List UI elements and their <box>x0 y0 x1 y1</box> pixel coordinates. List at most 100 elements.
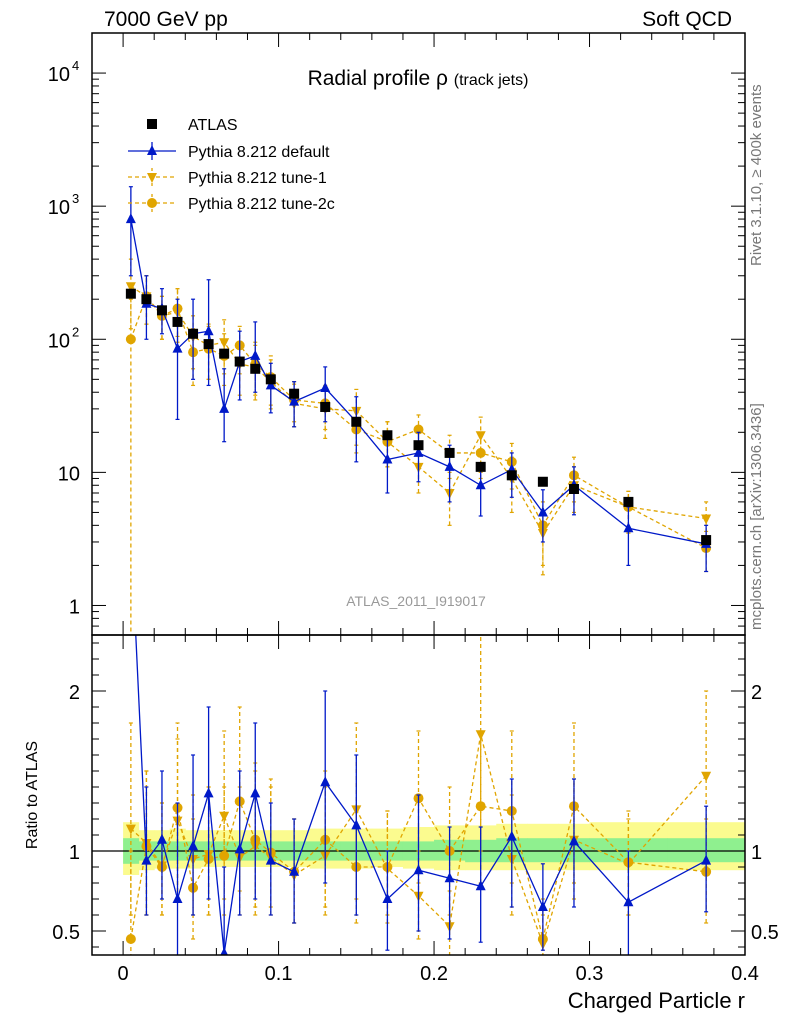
top-pythia-8-212-tune-2c-line <box>130 295 707 549</box>
top-atlas-point <box>203 339 214 350</box>
ratio-pythia-8-212-default-point <box>623 896 634 907</box>
top-y-tick-label: 1 <box>69 596 80 618</box>
ratio-y-tick-label-right: 0.5 <box>751 922 779 944</box>
x-tick-label: 0.1 <box>265 963 293 985</box>
top-panel-content <box>125 186 712 635</box>
top-atlas-point <box>537 476 548 487</box>
top-atlas-point <box>265 374 276 385</box>
top-y-tick-label: 10 <box>58 463 80 485</box>
top-atlas-point <box>444 447 455 458</box>
top-pythia-8-212-tune-2c-point <box>475 447 486 458</box>
top-y-tick-exponent: 4 <box>72 58 79 73</box>
top-atlas-point <box>234 356 245 367</box>
top-atlas-point <box>172 316 183 327</box>
top-atlas-point <box>125 288 136 299</box>
top-pythia-8-212-default-point <box>623 522 634 533</box>
legend-label: Pythia 8.212 tune-1 <box>188 170 327 187</box>
ratio-pythia-8-212-default-point <box>320 776 331 787</box>
ratio-pythia-8-212-tune-2c-point <box>125 934 136 944</box>
legend-entry-pythia-8-212-tune-2c: Pythia 8.212 tune-2c <box>128 194 335 213</box>
top-atlas-point <box>219 348 230 359</box>
x-tick-label: 0.3 <box>576 963 604 985</box>
header-left: 7000 GeV pp <box>104 8 228 31</box>
top-y-tick-exponent: 3 <box>72 191 79 206</box>
top-atlas-point <box>701 535 712 546</box>
top-atlas-point <box>623 496 634 507</box>
ratio-pythia-8-212-tune-1-point <box>125 824 136 835</box>
ratio-pythia-8-212-default-point <box>444 872 455 883</box>
ratio-panel-frame <box>91 634 746 956</box>
top-pythia-8-212-default-point <box>444 460 455 471</box>
ratio-y-tick-label: 2 <box>69 682 80 704</box>
top-atlas-point <box>156 305 167 316</box>
legend-label: ATLAS <box>188 117 238 134</box>
top-pythia-8-212-tune-1-point <box>701 514 712 525</box>
ratio-pythia-8-212-tune-1-point <box>475 730 486 741</box>
top-pythia-8-212-default-point <box>219 402 230 413</box>
x-axis-label: Charged Particle r <box>568 988 745 1013</box>
top-pythia-8-212-tune-1-line <box>130 285 707 535</box>
legend-entry-pythia-8-212-tune-1: Pythia 8.212 tune-1 <box>128 168 327 187</box>
legend-marker <box>147 198 157 208</box>
top-atlas-point <box>188 328 199 339</box>
top-pythia-8-212-tune-2c-point <box>413 424 424 435</box>
top-atlas-point <box>351 416 362 427</box>
ratio-pythia-8-212-default-point <box>220 947 228 955</box>
top-pythia-8-212-tune-1-point <box>475 431 486 442</box>
x-tick-label: 0 <box>118 963 129 985</box>
top-pythia-8-212-default-point <box>320 382 331 393</box>
top-atlas-point <box>289 388 300 399</box>
legend-marker <box>147 145 157 155</box>
ratio-pythia-8-212-default-point <box>141 854 152 865</box>
top-atlas-point <box>568 484 579 495</box>
ratio-pythia-8-212-default-point <box>156 833 167 844</box>
top-atlas-point <box>506 470 517 481</box>
ratio-pythia-8-212-default-point <box>289 865 300 876</box>
legend-entry-pythia-8-212-default: Pythia 8.212 default <box>128 142 330 161</box>
ratio-pythia-8-212-default-point <box>568 835 579 846</box>
top-pythia-8-212-default-point <box>537 506 548 517</box>
top-pythia-8-212-tune-1-point <box>125 282 136 293</box>
top-pythia-8-212-default-point <box>172 342 183 353</box>
top-y-tick-exponent: 2 <box>72 324 79 339</box>
top-atlas-point <box>250 363 261 374</box>
ratio-panel-content <box>92 635 745 955</box>
top-pythia-8-212-default-point <box>289 395 300 406</box>
ratio-y-tick-label: 1 <box>69 842 80 864</box>
ratio-pythia-8-212-default-point <box>203 787 214 798</box>
ratio-pythia-8-212-default-point <box>537 901 548 911</box>
ratio-y-tick-label-right: 1 <box>751 842 762 864</box>
chart-title: Radial profile ρ (track jets) <box>308 67 529 90</box>
ratio-pythia-8-212-default-point <box>475 880 486 891</box>
top-pythia-8-212-default-point <box>265 379 276 390</box>
ratio-pythia-8-212-default-point <box>382 893 393 903</box>
top-pythia-8-212-default-point <box>382 453 393 464</box>
top-pythia-8-212-default-point <box>203 325 214 336</box>
legend-label: Pythia 8.212 default <box>188 144 330 161</box>
top-y-tick-label: 10 <box>48 197 70 219</box>
top-pythia-8-212-default-point <box>413 446 424 457</box>
top-atlas-point <box>320 401 331 412</box>
header-right: Soft QCD <box>642 8 732 31</box>
legend-entry-atlas: ATLAS <box>147 117 238 134</box>
atlas-stat-uncertainty-bin <box>527 838 559 863</box>
ratio-pythia-8-212-default-point <box>188 840 199 851</box>
top-y-tick-label: 10 <box>48 64 70 86</box>
x-tick-label: 0.2 <box>420 963 448 985</box>
ratio-pythia-8-212-default-point <box>250 787 261 798</box>
top-atlas-point <box>475 461 486 472</box>
ratio-pythia-8-212-tune-1-line <box>130 734 707 946</box>
ratio-pythia-8-212-tune-1-point <box>701 771 712 782</box>
top-atlas-point <box>141 294 152 305</box>
ratio-y-tick-label-right: 2 <box>751 682 762 704</box>
y-axis-label: Ratio to ATLAS <box>24 741 41 849</box>
ratio-pythia-8-212-default-point <box>351 819 362 830</box>
ratio-pythia-8-212-default-point <box>172 893 183 903</box>
ratio-y-tick-label: 0.5 <box>52 922 80 944</box>
x-tick-label: 0.4 <box>731 963 759 985</box>
ratio-pythia-8-212-default-line <box>135 635 707 954</box>
legend-label: Pythia 8.212 tune-2c <box>188 196 335 213</box>
ratio-pythia-8-212-default-point <box>506 830 517 841</box>
top-atlas-point <box>413 440 424 451</box>
